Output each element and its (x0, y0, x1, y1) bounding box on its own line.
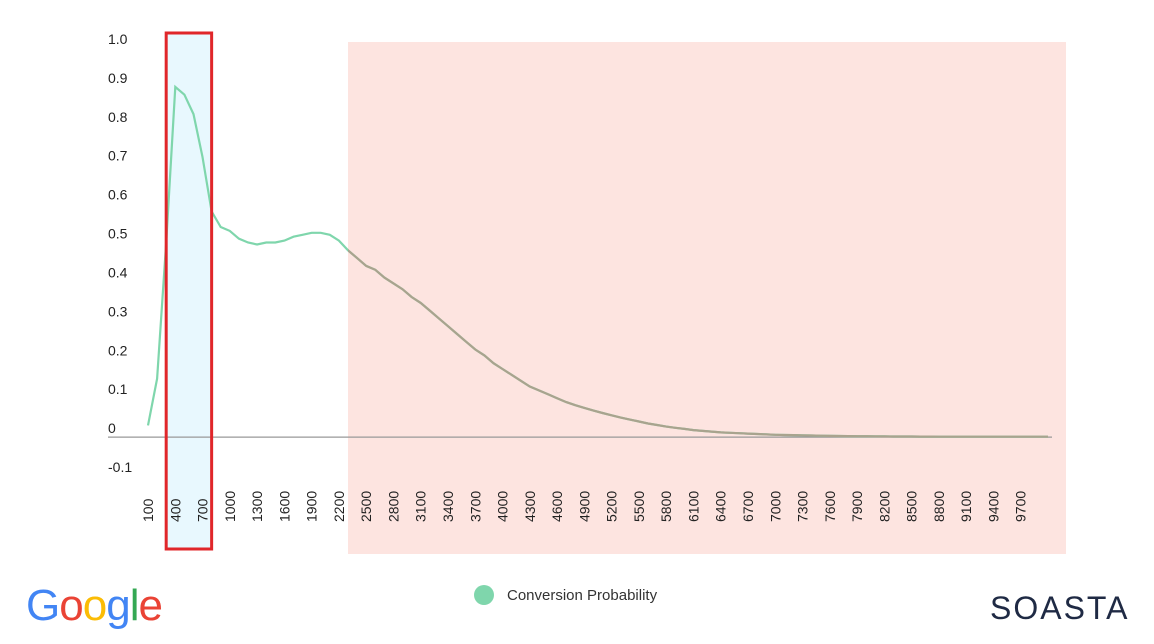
x-tick-label: 9700 (1013, 491, 1029, 522)
y-tick-label: 0.5 (108, 226, 128, 242)
y-tick-label: 0.1 (108, 381, 128, 397)
y-tick-label: 0.2 (108, 342, 128, 358)
chart-legend: Conversion Probability (474, 585, 657, 605)
x-tick-label: 2200 (331, 491, 347, 522)
x-tick-label: 8800 (931, 491, 947, 522)
slow-load-zone (348, 42, 1066, 554)
x-tick-label: 9400 (985, 491, 1001, 522)
x-tick-label: 7900 (849, 491, 865, 522)
soasta-logo: SOASTA (990, 590, 1130, 626)
x-tick-label: 1300 (249, 491, 265, 522)
x-tick-label: 1900 (304, 491, 320, 522)
x-tick-label: 5500 (631, 491, 647, 522)
y-tick-label: 0.9 (108, 70, 128, 86)
x-tick-label: 8500 (904, 491, 920, 522)
x-tick-label: 8200 (876, 491, 892, 522)
y-tick-label: 0.4 (108, 264, 128, 280)
x-tick-label: 7000 (767, 491, 783, 522)
x-tick-label: 4900 (576, 491, 592, 522)
x-tick-label: 1000 (222, 491, 238, 522)
x-tick-label: 6400 (713, 491, 729, 522)
x-tick-label: 5800 (658, 491, 674, 522)
x-tick-label: 7600 (822, 491, 838, 522)
x-tick-label: 700 (195, 498, 211, 522)
x-tick-label: 2500 (358, 491, 374, 522)
x-tick-label: 4000 (495, 491, 511, 522)
x-tick-label: 1600 (276, 491, 292, 522)
y-tick-label: -0.1 (108, 459, 132, 475)
x-tick-label: 6700 (740, 491, 756, 522)
y-tick-label: 0 (108, 420, 116, 436)
x-tick-label: 5200 (604, 491, 620, 522)
legend-swatch (474, 585, 494, 605)
y-tick-label: 0.6 (108, 187, 128, 203)
y-tick-label: 1.0 (108, 31, 128, 47)
x-tick-label: 7300 (795, 491, 811, 522)
x-tick-label: 4600 (549, 491, 565, 522)
x-tick-label: 3400 (440, 491, 456, 522)
x-tick-label: 9100 (958, 491, 974, 522)
google-logo: Google (26, 581, 163, 630)
y-tick-label: 0.7 (108, 148, 128, 164)
x-tick-label: 6100 (685, 491, 701, 522)
x-tick-label: 4300 (522, 491, 538, 522)
y-tick-label: 0.8 (108, 109, 128, 125)
legend-label: Conversion Probability (507, 586, 658, 604)
x-tick-label: 3100 (413, 491, 429, 522)
conversion-probability-line-slow-zone (348, 248, 1048, 438)
y-axis-ticks: 1.0 0.9 0.8 0.7 0.6 0.5 0.4 0.3 0.2 0.1 0 -0.1 (108, 31, 132, 475)
y-tick-label: 0.3 (108, 303, 128, 319)
x-axis-ticks: 100 400 700 1000 1300 1600 1900 2200 2500 2800 310… (140, 491, 1029, 522)
google-logo-text: Google (26, 581, 163, 630)
x-tick-label: 100 (140, 498, 156, 522)
x-tick-label: 400 (167, 498, 183, 522)
x-tick-label: 3700 (467, 491, 483, 522)
x-tick-label: 2800 (385, 491, 401, 522)
optimal-zone-highlight-border (164, 31, 214, 551)
